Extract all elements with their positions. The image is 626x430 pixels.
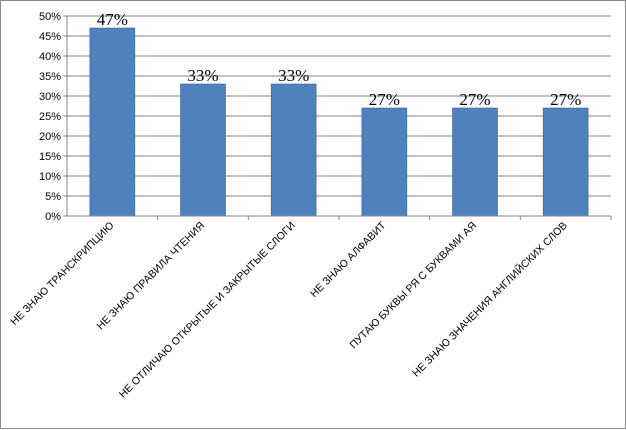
y-tick-label: 20% [39,131,61,143]
x-category-label: НЕ ЗНАЮ АЛФАВИТ [308,219,389,300]
data-label: 47% [97,10,128,29]
x-category-label: НЕ ЗНАЮ ЗНАЧЕНИЯ АНГЛИЙСКИХ СЛОВ [409,219,569,379]
y-tick-label: 45% [39,31,61,43]
x-category-label: НЕ ОТЛИЧАЮ ОТКРЫТЫЕ И ЗАКРЫТЫЕ СЛОГИ [117,220,298,401]
x-category-label: НЕ ЗНАЮ ПРАВИЛА ЧТЕНИЯ [94,220,207,333]
y-tick-label: 10% [39,171,61,183]
y-tick-label: 25% [39,111,61,123]
bar [270,83,317,217]
bar [180,83,226,217]
data-label: 33% [187,66,218,85]
data-label: 33% [278,66,309,85]
x-category-label: НЕ ЗНАЮ ТРАНСКРИПЦИЮ [8,219,116,327]
data-label: 27% [459,90,490,109]
bar [89,27,136,217]
bar [542,107,589,217]
data-label: 27% [369,90,400,109]
y-tick-label: 50% [39,11,61,23]
y-tick-label: 35% [39,71,61,83]
data-label: 27% [550,90,581,109]
bar [452,107,498,217]
y-tick-label: 0% [45,211,61,223]
y-tick-label: 5% [45,191,61,203]
bar [361,107,408,217]
y-tick-label: 30% [39,91,61,103]
y-tick-label: 40% [39,51,61,63]
y-tick-label: 15% [39,151,61,163]
